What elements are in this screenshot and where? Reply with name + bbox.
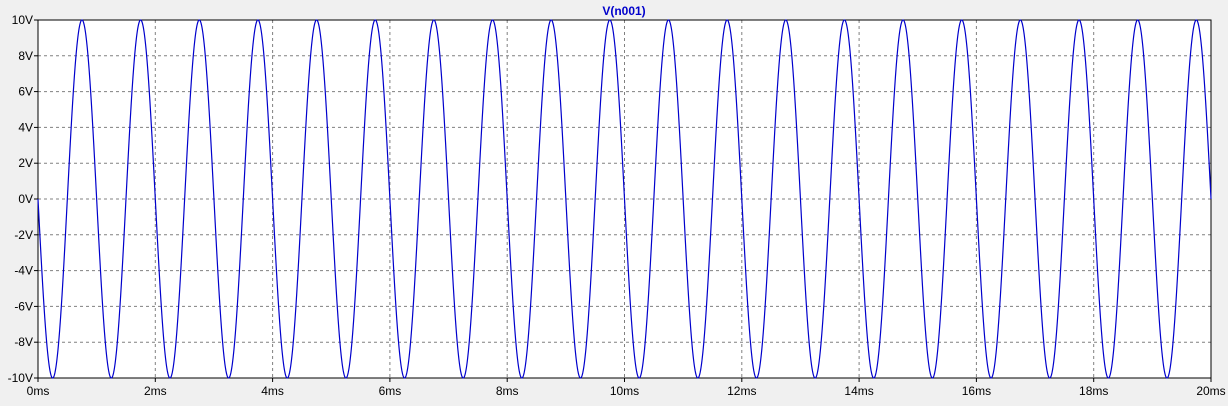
x-tick-label: 16ms [962,384,991,398]
y-tick-label: -8V [14,335,33,349]
x-tick-label: 4ms [261,384,284,398]
y-tick-label: 0V [18,192,33,206]
x-tick-label: 20ms [1196,384,1225,398]
x-tick-label: 18ms [1079,384,1108,398]
series-line-v-n001 [37,19,1212,379]
y-tick-label: -2V [14,228,33,242]
x-tick-label: 10ms [610,384,639,398]
x-tick-label: 2ms [144,384,167,398]
y-tick-label: 4V [18,120,33,134]
y-tick-label: 10V [12,13,33,27]
x-tick-label: 6ms [379,384,402,398]
y-tick-label: -4V [14,264,33,278]
y-tick-label: -6V [14,299,33,313]
y-axis: 10V 8V 6V 4V 2V 0V -2V -4V -6V -8V -10V [8,13,38,385]
x-tick-label: 0ms [27,384,50,398]
x-axis: 0ms 2ms 4ms 6ms 8ms 10ms 12ms 14ms 16ms 18ms 20ms [27,378,1226,398]
y-tick-label: 8V [18,49,33,63]
x-tick-label: 8ms [496,384,519,398]
chart-title: V(n001) [602,4,645,18]
y-tick-label: 6V [18,85,33,99]
x-tick-label: 12ms [727,384,756,398]
x-tick-label: 14ms [844,384,873,398]
y-tick-label: 2V [18,156,33,170]
y-tick-label: -10V [8,371,33,385]
